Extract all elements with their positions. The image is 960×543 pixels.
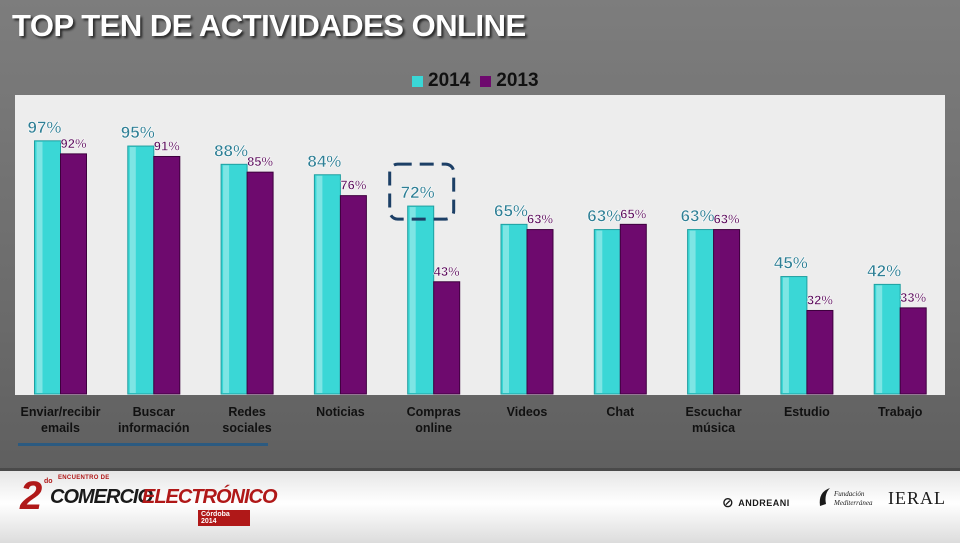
- event-logo: 2 do ENCUENTRO DE COMERCIO ELECTRÓNICO C…: [20, 474, 278, 526]
- bar-2014-highlight: [503, 225, 509, 393]
- data-label-2013: 85%: [247, 154, 273, 169]
- bar-2014-highlight: [36, 141, 43, 393]
- bar-2013: [526, 229, 554, 395]
- category-label: información: [118, 421, 190, 435]
- category-label: online: [415, 421, 452, 435]
- data-label-2014: 45%: [774, 254, 808, 273]
- bar-chart: 97%92% Enviar/recibir emails 95%91% Buscar in…: [15, 95, 945, 435]
- data-label-2013: 63%: [527, 212, 553, 227]
- sponsor-andreani-logo: ⊘ ANDREANI: [722, 494, 790, 511]
- data-label-2013: 63%: [714, 212, 740, 227]
- data-label-2014: 63%: [587, 207, 621, 226]
- svg-text:Mediterránea: Mediterránea: [833, 499, 873, 507]
- highlight-box: [388, 162, 456, 221]
- data-label-2014: 84%: [307, 152, 341, 171]
- bar-2013: [433, 281, 461, 395]
- bar-2013: [899, 307, 927, 395]
- bar-2014-highlight: [782, 277, 789, 393]
- category-label: Chat: [606, 405, 635, 419]
- category-label: Redes: [228, 405, 266, 419]
- bar-2013: [806, 309, 834, 395]
- sponsor-fundacion-logo: Fundación Mediterránea: [819, 488, 873, 507]
- category-label: Escuchar: [685, 405, 741, 419]
- legend-label-2013: 2013: [496, 70, 539, 91]
- data-label-2014: 65%: [494, 201, 528, 220]
- bar-2014-highlight: [876, 285, 883, 393]
- data-label-2013: 76%: [340, 178, 366, 193]
- category-label: emails: [41, 421, 80, 435]
- event-logo-word-comercio: COMERCIO: [50, 486, 153, 508]
- bar-2014-highlight: [223, 165, 230, 393]
- bar-2014-highlight: [596, 230, 603, 393]
- bar-2014: [127, 145, 155, 395]
- data-label-2014: 42%: [867, 261, 901, 280]
- category-label: Buscar: [133, 405, 176, 419]
- bar-2014: [780, 276, 808, 395]
- category-label: sociales: [222, 421, 271, 435]
- data-label-2014: 97%: [27, 118, 61, 137]
- footer-bar: [0, 468, 960, 543]
- category-label: Videos: [507, 405, 548, 419]
- bar-2014: [313, 174, 341, 395]
- bar-2014: [500, 223, 528, 395]
- bar-2014-highlight: [129, 147, 136, 393]
- event-logo-superscript: do: [44, 478, 53, 485]
- event-logo-word-electronico: ELECTRÓNICO: [142, 486, 278, 508]
- legend-swatch-2013: [480, 75, 492, 87]
- category-label: Noticias: [316, 405, 365, 419]
- data-label-2014: 95%: [121, 123, 155, 142]
- bar-2014-highlight: [409, 207, 416, 393]
- accent-underline: [18, 443, 268, 446]
- andreani-mark-icon: ⊘: [722, 494, 735, 510]
- bar-2013: [153, 155, 181, 395]
- data-label-2014: 63%: [681, 207, 715, 226]
- data-label-2013: 92%: [60, 136, 86, 151]
- legend-label-2014: 2014: [428, 70, 471, 91]
- sponsor-andreani-label: ANDREANI: [738, 497, 790, 508]
- data-label-2013: 65%: [620, 206, 646, 221]
- bar-2013: [60, 153, 87, 395]
- bar-2013: [246, 171, 274, 395]
- event-logo-top-text: ENCUENTRO DE: [58, 475, 110, 481]
- data-label-2013: 91%: [154, 138, 180, 153]
- data-label-2013: 32%: [807, 292, 833, 307]
- fundacion-emblem-icon: [819, 488, 830, 506]
- data-label-2014: 88%: [214, 141, 248, 160]
- category-label: Enviar/recibir: [21, 405, 101, 419]
- bar-2013: [339, 195, 367, 395]
- event-logo-city: Córdoba 2014: [198, 510, 250, 526]
- bar-2014-highlight: [689, 230, 696, 393]
- page-title: TOP TEN DE ACTIVIDADES ONLINE: [12, 8, 526, 43]
- category-label: Compras: [407, 405, 461, 419]
- event-logo-number: 2: [20, 474, 43, 518]
- data-label-2013: 43%: [434, 264, 460, 279]
- bar-2014-highlight: [316, 175, 323, 393]
- data-label-2013: 33%: [900, 290, 926, 305]
- bar-2014: [873, 283, 901, 395]
- chart-legend: 2014 2013: [412, 70, 539, 92]
- bar-2013: [619, 223, 647, 395]
- legend-item-2013: 2013: [480, 70, 539, 92]
- bar-2014: [220, 163, 248, 395]
- sponsor-ieral-logo: IERAL: [888, 488, 946, 508]
- legend-item-2014: 2014: [412, 70, 470, 92]
- bar-2014: [593, 229, 621, 395]
- bar-2014: [407, 205, 435, 395]
- legend-swatch-2014: [412, 75, 423, 87]
- svg-text:Fundación: Fundación: [833, 490, 865, 498]
- data-label-2014: 72%: [401, 183, 435, 202]
- category-label: Estudio: [784, 405, 830, 419]
- category-label: Trabajo: [878, 405, 923, 419]
- bar-2013: [713, 229, 741, 395]
- category-label: música: [692, 421, 736, 435]
